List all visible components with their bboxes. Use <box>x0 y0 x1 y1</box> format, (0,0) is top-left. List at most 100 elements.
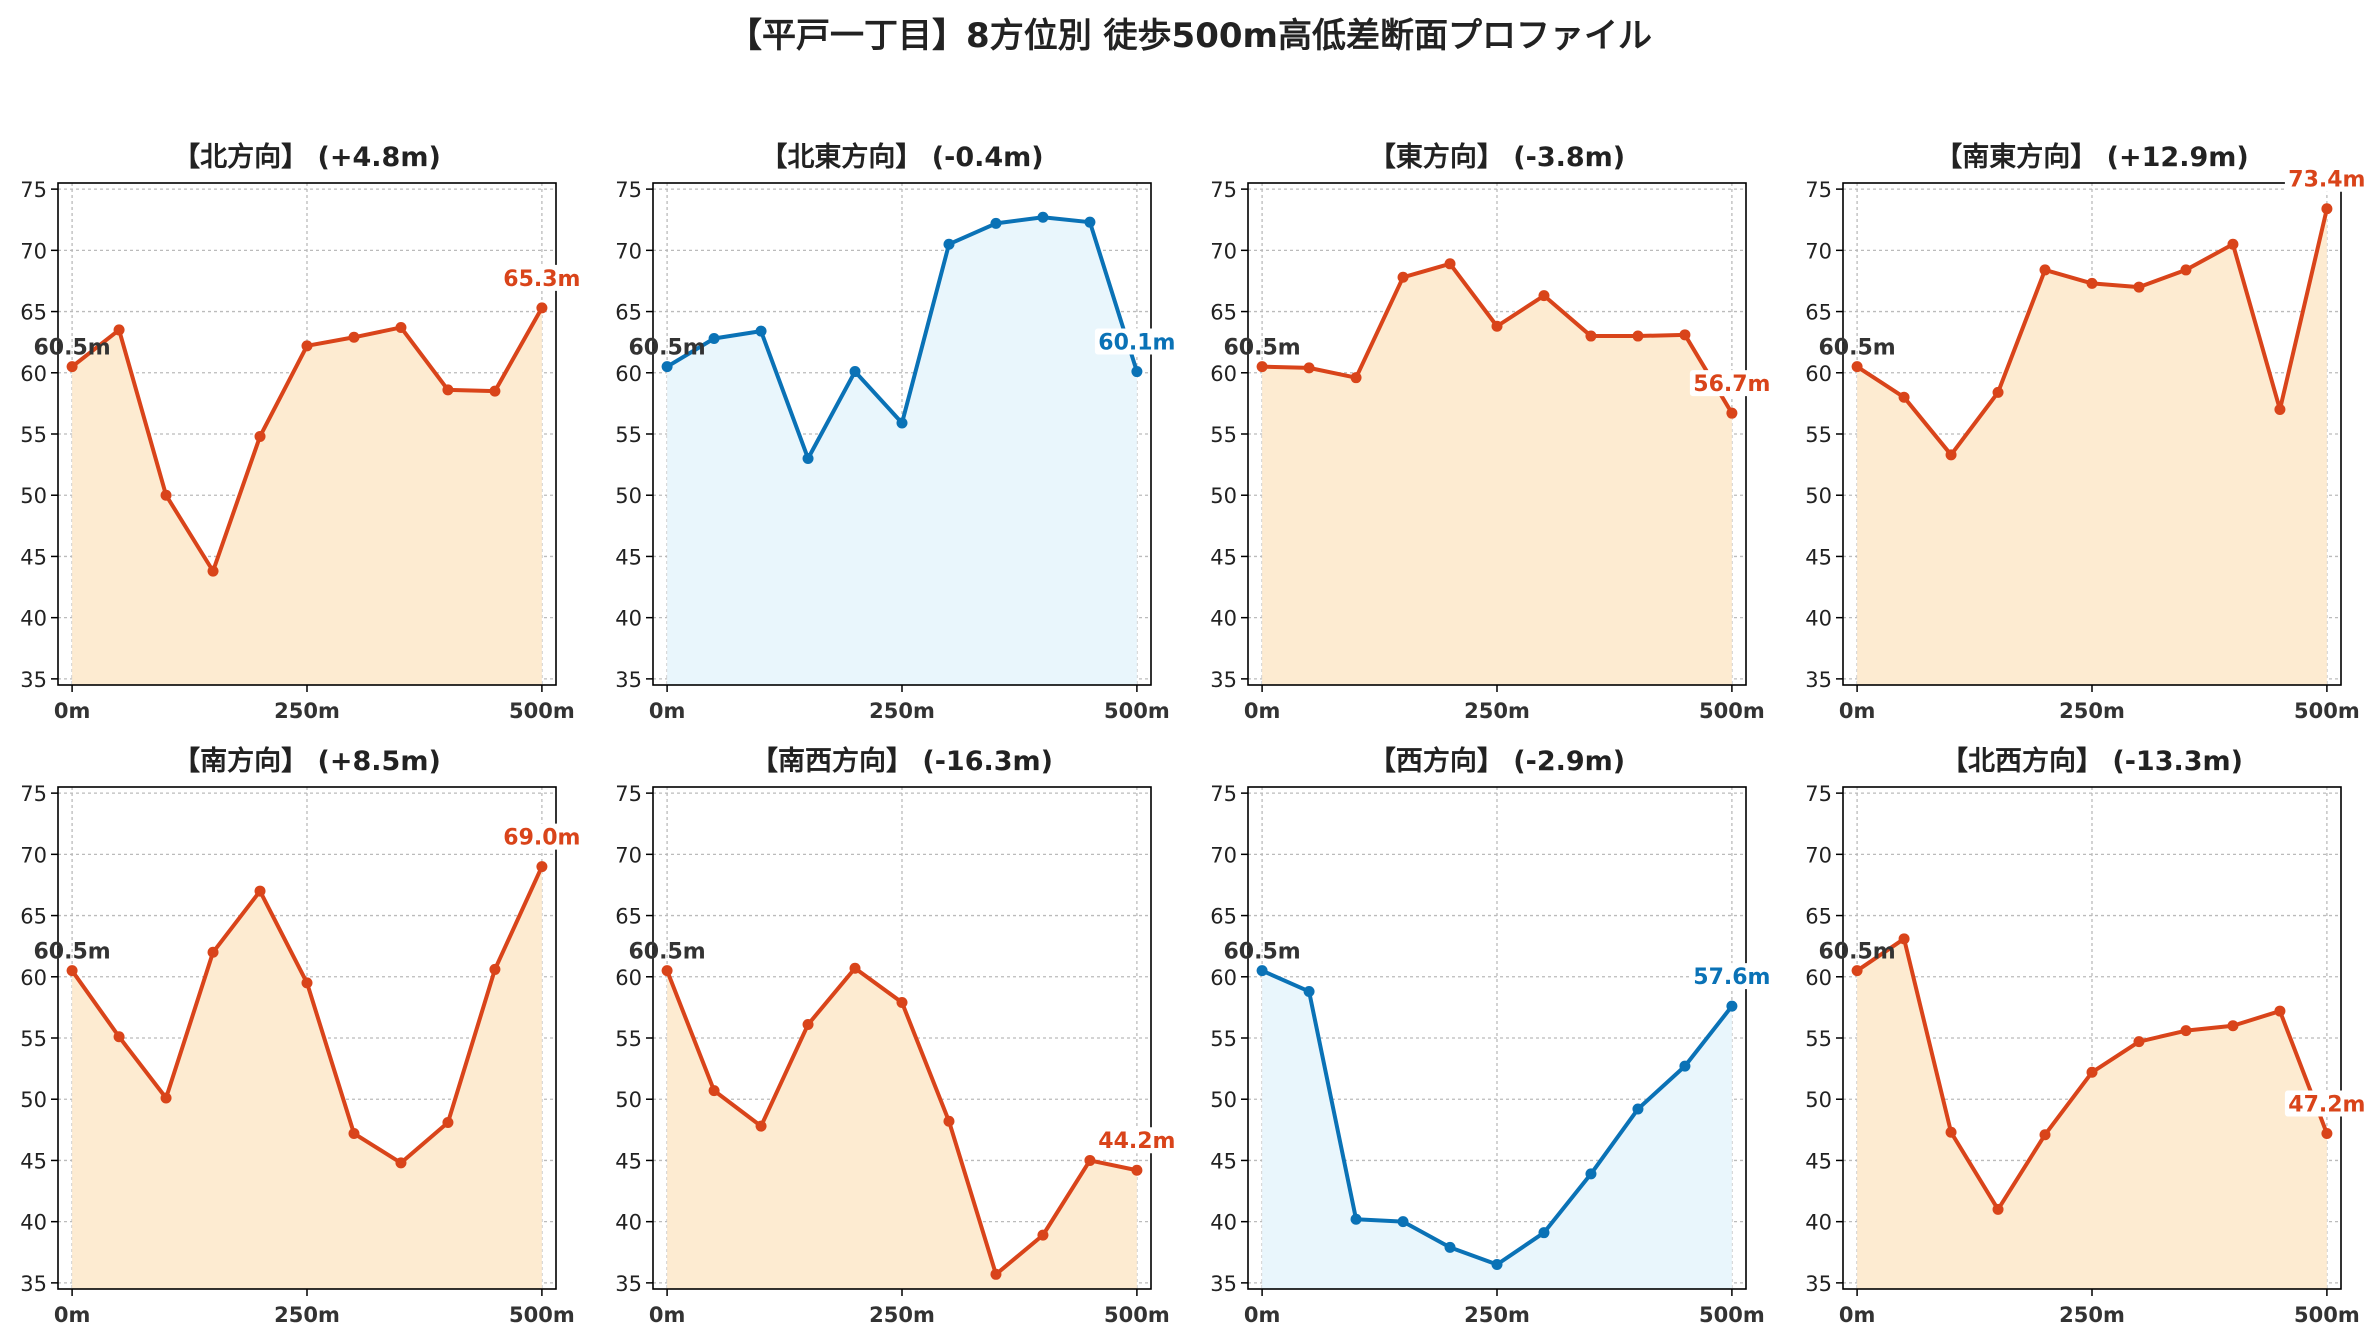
panel-title: 【北方向】 (+4.8m) <box>173 141 441 173</box>
y-tick-label: 75 <box>20 782 47 806</box>
panel-title: 【西方向】 (-2.9m) <box>1369 745 1625 777</box>
chart-panel-3: 【東方向】 (-3.8m) 35 40 45 50 55 60 65 70 75 0m 250m 500… <box>1210 141 1774 723</box>
x-tick-label: 500m <box>1699 1303 1765 1327</box>
data-point <box>708 1085 720 1097</box>
data-point <box>1851 965 1863 977</box>
x-tick-label: 250m <box>1464 1303 1530 1327</box>
data-point <box>2086 277 2098 289</box>
end-label-background <box>499 264 584 291</box>
data-point <box>1303 985 1315 997</box>
panel-title: 【北西方向】 (-13.3m) <box>1941 745 2243 777</box>
data-point <box>1632 1103 1644 1115</box>
x-tick-label: 0m <box>1839 699 1876 723</box>
data-point <box>849 366 861 378</box>
x-tick-label: 250m <box>2059 699 2125 723</box>
y-tick-label: 40 <box>1805 1211 1832 1235</box>
data-point <box>1444 258 1456 270</box>
data-point <box>1726 407 1738 419</box>
x-tick-label: 0m <box>1839 1303 1876 1327</box>
end-elevation-label: 44.2m <box>1098 1129 1175 1154</box>
y-tick-label: 50 <box>1805 484 1832 508</box>
panel-title: 【南西方向】 (-16.3m) <box>751 745 1053 777</box>
y-tick-label: 45 <box>1805 1149 1832 1173</box>
end-elevation-label: 65.3m <box>503 267 580 292</box>
data-point <box>1945 449 1957 461</box>
x-tick-label: 250m <box>2059 1303 2125 1327</box>
data-point <box>254 885 266 897</box>
data-point <box>66 965 78 977</box>
data-point <box>943 1115 955 1127</box>
data-point <box>207 565 219 577</box>
data-point <box>2039 1129 2051 1141</box>
data-point <box>348 1128 360 1140</box>
data-point <box>661 965 673 977</box>
end-label-background <box>2284 165 2369 192</box>
data-point <box>1350 372 1362 384</box>
y-tick-label: 40 <box>1805 607 1832 631</box>
start-elevation-label: 60.5m <box>33 940 110 965</box>
x-tick-label: 0m <box>649 699 686 723</box>
chart-panel-2: 【北東方向】 (-0.4m) 35 40 45 50 55 60 65 70 75 0m 250m 50… <box>615 141 1179 723</box>
start-elevation-label: 60.5m <box>1223 336 1300 361</box>
end-label-background <box>2284 1090 2369 1117</box>
main-title: 【平戸一丁目】8方位別 徒歩500m高低差断面プロファイル <box>728 16 1652 56</box>
y-tick-label: 60 <box>615 966 642 990</box>
x-tick-label: 0m <box>54 1303 91 1327</box>
data-point <box>2321 203 2333 215</box>
y-tick-label: 70 <box>615 239 642 263</box>
y-tick-label: 75 <box>20 178 47 202</box>
y-tick-label: 75 <box>1210 782 1237 806</box>
data-point <box>1397 1216 1409 1228</box>
data-point <box>2321 1128 2333 1140</box>
data-point <box>536 302 548 314</box>
y-tick-label: 55 <box>20 423 47 447</box>
y-tick-label: 50 <box>615 1088 642 1112</box>
y-tick-label: 55 <box>1210 1027 1237 1051</box>
data-point <box>2133 1036 2145 1048</box>
y-tick-label: 50 <box>1210 1088 1237 1112</box>
start-elevation-label: 60.5m <box>1818 336 1895 361</box>
data-point <box>1585 330 1597 342</box>
x-tick-label: 500m <box>509 1303 575 1327</box>
y-tick-label: 50 <box>615 484 642 508</box>
data-point <box>1084 216 1096 228</box>
chart-panel-4: 【南東方向】 (+12.9m) 35 40 45 50 55 60 65 70 75 0m 250m 5… <box>1805 141 2369 723</box>
y-tick-label: 35 <box>20 1272 47 1296</box>
y-tick-label: 70 <box>1805 239 1832 263</box>
end-elevation-label: 47.2m <box>2288 1093 2365 1118</box>
data-point <box>1444 1241 1456 1253</box>
y-tick-label: 60 <box>20 362 47 386</box>
data-point <box>1992 386 2004 398</box>
end-elevation-label: 57.6m <box>1693 965 1770 990</box>
elevation-area <box>667 968 1137 1289</box>
x-tick-label: 500m <box>2294 699 2360 723</box>
elevation-area <box>1857 938 2327 1289</box>
data-point <box>2180 264 2192 276</box>
data-point <box>1992 1203 2004 1215</box>
data-point <box>1679 329 1691 341</box>
start-elevation-label: 60.5m <box>1818 940 1895 965</box>
data-point <box>348 331 360 343</box>
x-tick-label: 500m <box>509 699 575 723</box>
data-point <box>1131 366 1143 378</box>
data-point <box>1131 1164 1143 1176</box>
end-label-background <box>1689 370 1774 397</box>
data-point <box>301 977 313 989</box>
data-point <box>1256 361 1268 373</box>
panel-title: 【北東方向】 (-0.4m) <box>760 141 1043 173</box>
data-point <box>1585 1168 1597 1180</box>
y-tick-label: 65 <box>20 905 47 929</box>
y-tick-label: 70 <box>615 843 642 867</box>
x-tick-label: 0m <box>1244 699 1281 723</box>
y-tick-label: 40 <box>1210 1211 1237 1235</box>
end-label-background <box>1689 963 1774 990</box>
y-tick-label: 40 <box>615 1211 642 1235</box>
data-point <box>1538 290 1550 302</box>
start-elevation-label: 60.5m <box>628 336 705 361</box>
chart-panel-1: 【北方向】 (+4.8m) 35 40 45 50 55 60 65 70 75 0m 250m 500… <box>20 141 584 723</box>
y-tick-label: 45 <box>1210 1149 1237 1173</box>
y-tick-label: 60 <box>20 966 47 990</box>
x-tick-label: 250m <box>274 699 340 723</box>
end-label-background <box>1094 1127 1179 1154</box>
elevation-area <box>1857 208 2327 685</box>
